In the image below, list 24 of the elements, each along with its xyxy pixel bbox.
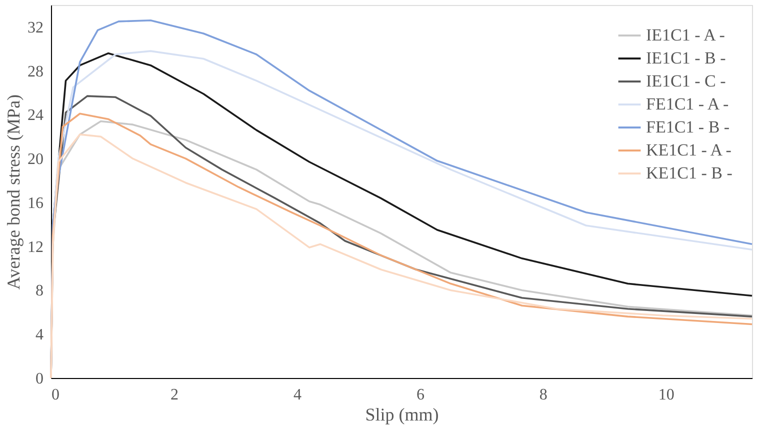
x-axis-title: Slip (mm) <box>365 404 439 424</box>
y-tick-label: 20 <box>28 151 44 168</box>
x-tick-label: 0 <box>52 386 60 404</box>
y-tick-label: 4 <box>36 326 44 344</box>
legend-label: IE1C1 - B - <box>646 48 726 68</box>
legend-label: IE1C1 - A - <box>646 26 726 44</box>
y-tick-label: 8 <box>36 282 44 300</box>
x-tick-label: 8 <box>539 386 548 404</box>
legend-label: KE1C1 - B - <box>646 164 733 182</box>
y-axis-title: Average bond stress (MPa) <box>4 94 24 290</box>
legend-label: FE1C1 - A - <box>646 94 729 114</box>
legend-label: KE1C1 - A - <box>646 140 732 160</box>
x-tick-label: 6 <box>416 386 424 404</box>
y-tick-label: 32 <box>28 19 44 36</box>
y-tick-label: 24 <box>28 107 44 124</box>
legend-label: FE1C1 - B - <box>646 118 730 136</box>
x-tick-label: 4 <box>293 386 302 404</box>
y-tick-label: 12 <box>28 238 44 256</box>
y-tick-label: 28 <box>28 63 44 80</box>
y-tick-label: 0 <box>36 370 44 388</box>
x-tick-label: 2 <box>170 386 178 404</box>
y-tick-label: 16 <box>28 194 44 212</box>
x-tick-label: 10 <box>658 386 674 404</box>
legend-label: IE1C1 - C - <box>646 72 726 90</box>
